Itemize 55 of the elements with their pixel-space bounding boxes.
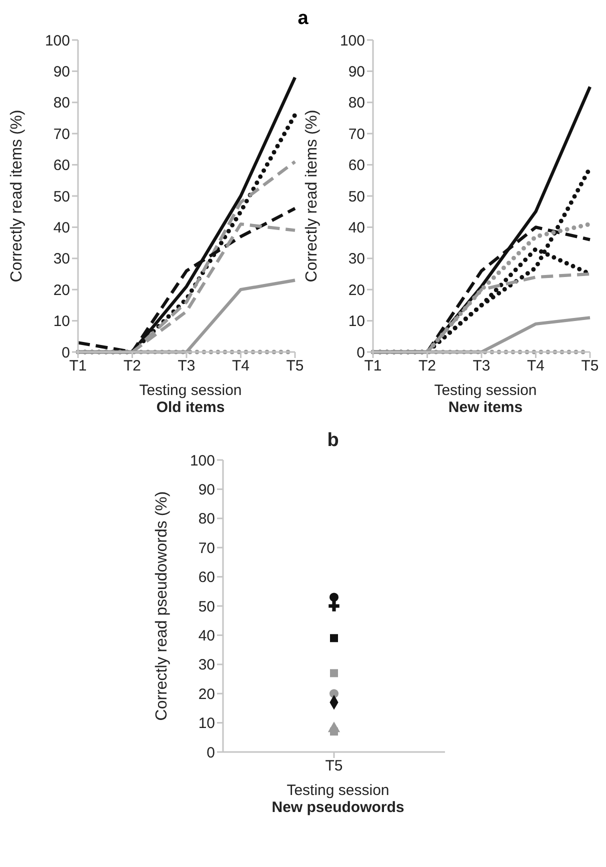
x-tick-label: T2	[418, 358, 436, 375]
y-tick-label: 50	[53, 188, 70, 206]
text: Old items	[155, 399, 226, 416]
x-tick-label: T5	[325, 758, 343, 775]
chart-title: b	[326, 430, 340, 452]
x-tick-label: T4	[526, 358, 545, 375]
y-tick-label: 40	[53, 220, 70, 237]
x-tick-label: T3	[178, 358, 196, 375]
y-axis-title: Correctly read pseudowords (%)	[154, 491, 171, 721]
y-tick-label: 70	[348, 126, 365, 143]
text: a	[298, 8, 308, 29]
y-tick-label: 90	[348, 64, 365, 81]
y-tick-label: 10	[53, 313, 70, 330]
x-tick-label: T4	[232, 358, 250, 375]
y-tick-label: 20	[198, 686, 215, 703]
text: New items	[447, 399, 524, 416]
y-tick-label: 40	[348, 220, 365, 237]
y-tick-label: 0	[62, 344, 70, 362]
y-tick-label: 80	[198, 510, 215, 528]
x-tick-label: T2	[123, 358, 142, 375]
x-tick-label: T5	[286, 358, 304, 375]
y-tick-label: 60	[53, 157, 70, 174]
y-tick-label: 30	[198, 656, 215, 674]
y-tick-label: 90	[198, 482, 215, 499]
text: New pseudowords	[270, 799, 406, 816]
y-tick-label: 100	[44, 32, 70, 50]
y-tick-label: 60	[198, 569, 215, 586]
y-axis-title: Correctly read items (%)	[304, 110, 321, 282]
y-tick-label: 60	[348, 157, 365, 174]
y-tick-label: 0	[206, 744, 215, 762]
y-tick-label: 70	[198, 540, 215, 557]
x-tick-label: T3	[472, 358, 490, 375]
y-tick-label: 50	[198, 598, 215, 616]
y-tick-label: 10	[198, 715, 215, 732]
y-tick-label: 50	[348, 188, 365, 206]
x-axis-title: Testing session	[138, 382, 243, 399]
x-tick-label: T1	[364, 358, 382, 375]
y-axis-title: Correctly read items (%)	[8, 110, 26, 282]
x-axis-title: Testing session	[433, 382, 538, 399]
y-tick-label: 30	[53, 250, 70, 268]
y-tick-label: 20	[53, 282, 70, 299]
x-tick-label: T5	[581, 358, 599, 375]
x-tick-label: T1	[69, 358, 87, 375]
y-tick-label: 20	[348, 282, 365, 299]
x-axis-title: Testing session	[286, 782, 390, 799]
y-tick-label: 10	[348, 313, 365, 330]
y-tick-label: 90	[53, 64, 70, 81]
y-tick-label: 80	[348, 94, 365, 112]
y-tick-label: 80	[53, 94, 70, 112]
y-tick-label: 100	[340, 32, 365, 50]
y-tick-label: 30	[348, 250, 365, 268]
y-tick-label: 100	[190, 452, 215, 470]
y-tick-label: 70	[53, 126, 70, 143]
y-tick-label: 40	[198, 628, 215, 645]
y-tick-label: 0	[356, 344, 365, 362]
